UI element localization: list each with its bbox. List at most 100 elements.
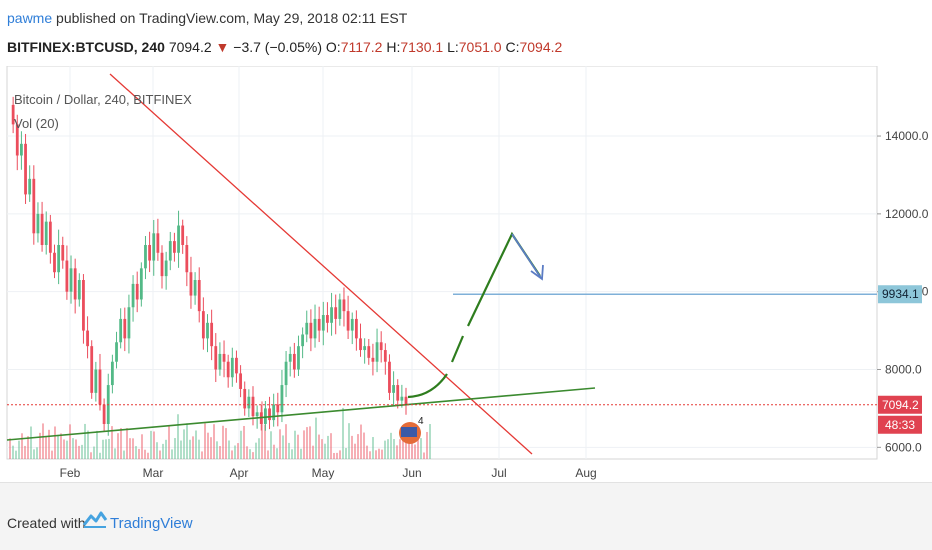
price-chart[interactable]: 4 FebMarAprMayJunJulAug6000.08000.010000… [0, 66, 932, 482]
candle-body [206, 322, 209, 339]
candle-body [326, 315, 329, 323]
volume-bar [303, 430, 305, 459]
volume-bar [138, 448, 140, 459]
y-tick-label: 6000.0 [885, 440, 922, 454]
volume-bar [312, 445, 314, 459]
volume-bar [63, 439, 65, 459]
candle-body [69, 268, 73, 292]
candle-body [40, 213, 44, 245]
volume-bar [78, 445, 80, 459]
candle-body [11, 104, 15, 125]
symbol-label: BITFINEX:BTCUSD, 240 [7, 39, 165, 55]
author-link[interactable]: pawme [7, 10, 53, 26]
downtrend-line[interactable] [109, 73, 533, 455]
uptrend-line[interactable] [6, 387, 596, 441]
volume-bar [357, 434, 359, 459]
volume-bar [267, 450, 269, 459]
legend-title: Bitcoin / Dollar, 240, BITFINEX [14, 92, 192, 107]
candle-body [404, 396, 408, 405]
volume-bar [84, 423, 86, 459]
y-tick-label: 14000.0 [885, 129, 929, 143]
volume-bar [204, 423, 206, 459]
last-price-badge [878, 395, 922, 414]
volume-bar [420, 438, 422, 459]
down-triangle-icon: ▼ [215, 39, 230, 55]
volume-bar [306, 427, 308, 459]
candle-body [53, 252, 56, 273]
footer-bar: Created with TradingView [0, 482, 932, 550]
candle-body [177, 225, 180, 253]
open-label: O: [325, 39, 341, 55]
volume-bar [279, 429, 281, 459]
candle-body [156, 233, 160, 253]
volume-bar [255, 442, 257, 459]
volume-bar [426, 431, 428, 459]
candle-body [346, 311, 350, 331]
volume-bar [264, 424, 266, 459]
volume-bar [378, 448, 380, 459]
volume-bar [408, 431, 410, 459]
chart-axes: FebMarAprMayJunJulAug6000.08000.010000.0… [60, 129, 929, 480]
candle-body [330, 307, 333, 323]
candle-body [301, 334, 305, 347]
candle-body [297, 346, 300, 370]
volume-bar [219, 446, 221, 459]
candle-body [338, 299, 342, 319]
candle-body [197, 280, 201, 312]
volume-bar [414, 444, 416, 459]
created-with-label: Created with [7, 515, 86, 531]
candle-body [193, 280, 197, 296]
candle-body [222, 353, 226, 362]
last-price-badge-text: 7094.2 [882, 398, 919, 412]
volume-bar [156, 442, 158, 459]
candle-body [32, 178, 36, 234]
candle-body [24, 143, 27, 195]
x-tick-label: Apr [230, 466, 249, 480]
y-tick-label: 12000.0 [885, 207, 929, 221]
candle-body [185, 244, 189, 273]
volume-bar [129, 438, 131, 459]
volume-bar [246, 446, 248, 459]
volume-bar [351, 435, 353, 459]
y-tick-label: 8000.0 [885, 363, 922, 377]
volume-bar [105, 439, 107, 459]
candle-body [305, 322, 309, 335]
x-tick-label: Jun [402, 466, 421, 480]
candle-body [48, 221, 52, 253]
candle-body [135, 283, 139, 300]
volume-bar [21, 433, 23, 459]
candle-body [102, 404, 106, 424]
candle-body [189, 272, 193, 296]
candle-body [321, 315, 325, 331]
volume-bar [222, 425, 224, 459]
candle-body [144, 244, 147, 269]
candle-body [268, 408, 271, 421]
candle-body [363, 346, 367, 351]
volume-bar [9, 438, 11, 459]
tradingview-brand-link[interactable]: TradingView [110, 515, 193, 532]
candle-body [251, 396, 255, 417]
volume-bar [87, 430, 89, 459]
forecast-arrow[interactable] [511, 233, 542, 279]
x-tick-label: Feb [60, 466, 81, 480]
x-tick-label: May [312, 466, 335, 480]
volume-bar [285, 424, 287, 459]
candle-body [276, 404, 280, 413]
volume-bar [57, 434, 59, 459]
high-value: 7130.1 [400, 39, 444, 55]
volume-bar [258, 438, 260, 459]
candle-body [57, 244, 61, 273]
candle-body [73, 268, 77, 300]
drawing-overlays[interactable]: 4 [6, 73, 877, 455]
forecast-path[interactable] [407, 231, 541, 399]
volume-bar [120, 428, 122, 459]
volume-bar [48, 429, 50, 459]
close-value: 7094.2 [519, 39, 563, 55]
candle-body [148, 244, 152, 261]
volume-bar [96, 430, 98, 459]
candle-body [235, 357, 238, 374]
volume-bar [318, 434, 320, 459]
volume-bar [396, 445, 398, 459]
volume-bar [189, 439, 191, 459]
volume-bar [354, 443, 356, 459]
